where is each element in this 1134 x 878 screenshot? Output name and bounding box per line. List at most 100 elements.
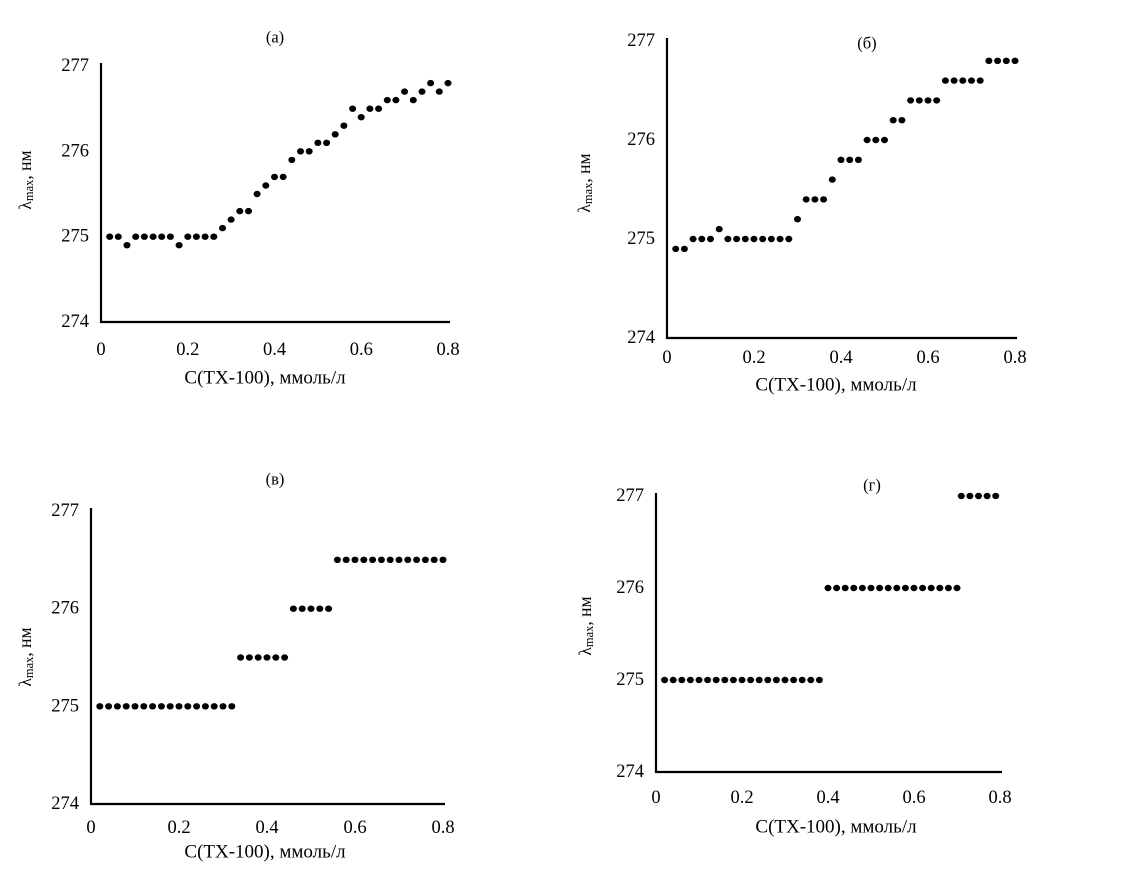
data-point: [794, 216, 801, 223]
data-point: [936, 584, 944, 592]
data-point: [236, 207, 244, 215]
data-point: [915, 97, 923, 104]
data-point: [96, 703, 104, 710]
data-point: [404, 556, 412, 563]
data-point: [132, 233, 140, 240]
x-tick-label: 0: [96, 340, 105, 360]
x-tick-label: 0.2: [176, 340, 199, 360]
data-point: [841, 584, 849, 592]
x-tick-label: 0.4: [255, 818, 278, 838]
data-point: [357, 114, 365, 121]
data-point: [383, 96, 391, 104]
data-point: [910, 584, 918, 592]
data-point: [254, 654, 262, 661]
data-point: [123, 242, 131, 249]
data-point: [828, 176, 836, 183]
data-point: [850, 584, 858, 592]
data-point: [149, 233, 157, 240]
data-point: [158, 233, 166, 240]
data-point: [750, 235, 758, 243]
data-point: [140, 703, 148, 710]
data-point: [755, 676, 763, 684]
data-point: [686, 676, 694, 684]
data-point: [992, 492, 1000, 500]
y-tick-label: 275: [616, 670, 644, 690]
data-point: [704, 676, 712, 684]
data-point: [360, 556, 368, 563]
data-point: [901, 584, 909, 592]
data-point: [695, 676, 703, 684]
x-axis-label: C(TX-100), ммоль/л: [184, 842, 346, 863]
data-point: [975, 492, 982, 500]
data-point: [377, 556, 385, 563]
data-point: [131, 703, 139, 710]
data-point: [245, 654, 253, 661]
data-point: [893, 584, 901, 592]
x-tick-label: 0.8: [1003, 348, 1026, 368]
data-point: [307, 605, 315, 612]
y-tick-label: 276: [627, 130, 655, 150]
data-point: [907, 97, 915, 104]
data-point: [959, 77, 967, 84]
data-point: [184, 703, 192, 710]
data-point: [175, 703, 183, 710]
y-tick-label: 275: [61, 227, 89, 247]
data-point: [279, 173, 287, 181]
x-axis-label: C(TX-100), ммоль/л: [184, 368, 346, 389]
data-point: [325, 605, 333, 612]
data-point: [395, 556, 403, 563]
data-point: [764, 676, 772, 684]
data-point: [953, 584, 961, 592]
data-point: [386, 556, 394, 563]
data-point: [375, 105, 383, 112]
panel-title: (а): [266, 28, 284, 47]
data-point: [854, 156, 862, 163]
y-axis-label: λmax, нм: [574, 153, 595, 212]
x-tick-label: 0.6: [343, 818, 366, 838]
data-point: [933, 97, 941, 104]
data-point: [262, 182, 270, 189]
data-point: [833, 584, 841, 592]
data-point: [707, 235, 714, 243]
data-point: [401, 88, 409, 95]
y-tick-label: 276: [61, 141, 89, 161]
data-point: [192, 233, 200, 240]
data-point: [430, 556, 438, 563]
data-point: [811, 196, 819, 203]
y-tick-label: 276: [616, 578, 644, 598]
data-point: [741, 235, 749, 243]
data-point: [824, 584, 832, 592]
x-tick-label: 0.6: [902, 788, 925, 808]
data-point: [288, 156, 296, 164]
x-tick-label: 0.2: [167, 818, 190, 838]
data-point: [798, 676, 806, 684]
data-point: [333, 556, 341, 563]
data-point: [712, 676, 720, 684]
data-point: [297, 148, 304, 155]
data-point: [193, 703, 201, 710]
data-point: [392, 96, 400, 104]
data-point: [369, 556, 377, 563]
data-point: [867, 584, 875, 592]
data-point: [281, 654, 289, 661]
data-point: [439, 556, 447, 563]
data-point: [351, 556, 359, 563]
data-point: [157, 703, 165, 710]
x-tick-label: 0.4: [829, 348, 852, 368]
x-axis-label: C(TX-100), ммоль/л: [755, 375, 917, 396]
data-point: [140, 233, 148, 240]
data-point: [807, 676, 815, 684]
panel-title: (б): [857, 34, 876, 53]
data-point: [767, 235, 775, 243]
data-point: [872, 136, 880, 144]
y-axis-label: λmax, нм: [15, 627, 36, 686]
data-point: [210, 233, 218, 240]
data-point: [228, 703, 236, 710]
x-tick-label: 0.4: [263, 340, 286, 360]
x-tick-label: 0.4: [816, 788, 839, 808]
data-point: [672, 245, 680, 253]
data-point: [678, 676, 686, 684]
x-tick-label: 0.8: [436, 340, 459, 360]
data-point: [820, 196, 828, 203]
x-tick-label: 0: [662, 348, 671, 368]
